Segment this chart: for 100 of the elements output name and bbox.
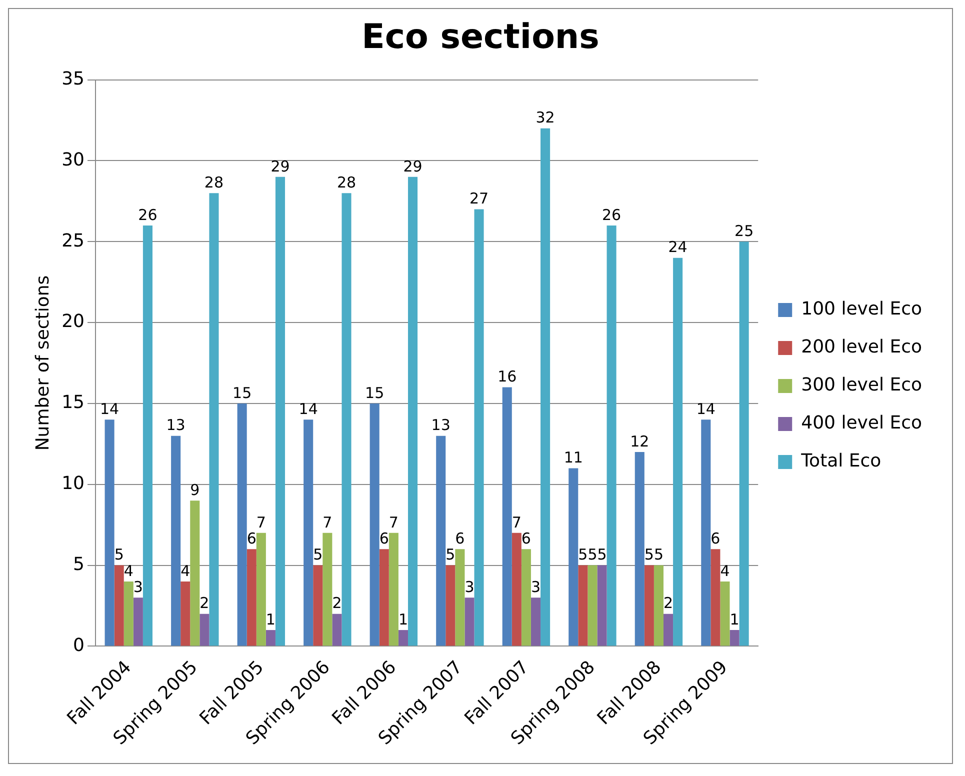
data-label: 15 <box>365 384 384 402</box>
data-label: 5 <box>588 546 598 564</box>
data-label: 7 <box>512 513 522 532</box>
data-label: 26 <box>602 206 622 224</box>
bar <box>398 630 408 646</box>
data-label: 13 <box>431 416 450 434</box>
bar <box>322 532 332 646</box>
bar <box>114 565 124 646</box>
data-label: 5 <box>644 546 654 564</box>
data-label: 14 <box>298 400 318 418</box>
bar <box>474 209 484 646</box>
data-label: 5 <box>654 546 664 564</box>
bar <box>133 598 143 646</box>
y-axis-title: Number of sections <box>32 275 54 451</box>
y-tick-label: 0 <box>73 634 85 656</box>
bar <box>730 630 740 646</box>
data-label: 3 <box>530 578 541 596</box>
bar <box>597 565 607 646</box>
bar <box>370 403 380 646</box>
data-label: 6 <box>246 530 256 548</box>
data-label: 26 <box>138 206 158 224</box>
y-tick-label: 5 <box>73 554 85 575</box>
data-label: 2 <box>200 594 210 612</box>
data-label: 32 <box>536 108 555 127</box>
data-label: 4 <box>180 562 190 580</box>
y-tick-label: 15 <box>62 392 85 414</box>
bar <box>266 630 276 646</box>
legend-label: 100 level Eco <box>801 298 922 320</box>
bar <box>104 420 114 646</box>
bar <box>644 565 654 646</box>
legend-label: Total Eco <box>800 450 882 472</box>
bar <box>606 225 616 646</box>
data-label: 24 <box>668 238 688 256</box>
bar <box>408 176 418 646</box>
data-label: 14 <box>100 400 120 418</box>
bar <box>578 565 588 646</box>
legend-label: 200 level Eco <box>801 336 922 358</box>
data-label: 4 <box>124 562 134 580</box>
legend-label: 400 level Eco <box>801 412 922 434</box>
bar <box>256 532 266 646</box>
data-label: 29 <box>270 157 290 176</box>
bar <box>502 387 512 646</box>
data-label: 5 <box>313 546 323 564</box>
bar <box>246 549 256 646</box>
bar <box>530 598 541 646</box>
bar <box>209 193 219 646</box>
legend-label: 300 level Eco <box>801 374 922 396</box>
bar <box>701 420 711 646</box>
bar <box>275 176 286 646</box>
chart-title: Eco sections <box>362 17 600 58</box>
data-label: 2 <box>663 594 674 612</box>
bar <box>388 532 398 646</box>
data-label: 25 <box>734 222 754 240</box>
data-label: 1 <box>730 610 740 628</box>
bar <box>540 128 550 646</box>
data-label: 5 <box>446 546 456 564</box>
bar <box>436 436 446 646</box>
bar <box>720 581 730 646</box>
y-tick-label: 20 <box>62 311 85 332</box>
data-label: 9 <box>190 480 200 499</box>
data-label: 5 <box>114 546 124 564</box>
y-tick-label: 30 <box>62 149 85 170</box>
bar <box>142 225 152 646</box>
bar <box>446 565 456 646</box>
bar <box>171 436 181 646</box>
data-label: 16 <box>498 368 517 386</box>
data-label: 4 <box>720 562 730 580</box>
bar <box>710 549 720 646</box>
bar <box>464 598 474 646</box>
data-label: 14 <box>696 400 716 418</box>
y-tick-label: 10 <box>62 473 85 494</box>
data-label: 15 <box>232 384 252 402</box>
bar <box>654 565 664 646</box>
y-tick-label: 25 <box>62 230 85 252</box>
bar <box>379 549 389 646</box>
data-label: 7 <box>256 513 266 532</box>
bar <box>521 549 531 646</box>
bar <box>342 193 352 646</box>
data-label: 1 <box>398 610 408 628</box>
bar <box>190 500 200 646</box>
data-label: 6 <box>455 530 465 548</box>
bar <box>180 581 190 646</box>
bar <box>332 614 342 646</box>
bar <box>304 420 314 646</box>
data-label: 12 <box>630 432 650 450</box>
bar <box>124 581 134 646</box>
data-label: 5 <box>578 546 588 564</box>
data-label: 27 <box>469 190 489 208</box>
bar <box>588 565 598 646</box>
data-label: 7 <box>322 513 332 532</box>
data-label: 1 <box>266 610 276 628</box>
data-label: 3 <box>464 578 474 596</box>
data-label: 3 <box>133 578 143 596</box>
data-label: 6 <box>521 530 531 548</box>
bar <box>739 242 749 646</box>
bar <box>313 565 323 646</box>
bar <box>634 452 644 646</box>
data-label: 6 <box>379 530 389 548</box>
bar <box>673 258 683 646</box>
bar <box>512 532 522 646</box>
